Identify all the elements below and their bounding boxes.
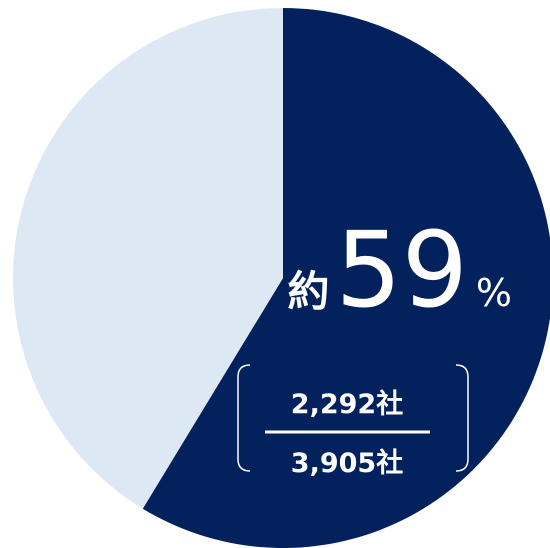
percent-sign: %	[476, 271, 512, 315]
denominator-label: 3,905社	[291, 447, 403, 479]
numerator-label: 2,292社	[291, 388, 403, 420]
fraction-bracket-right	[455, 364, 469, 472]
fraction-group: 2,292社 3,905社	[237, 364, 469, 479]
pie-slices	[13, 7, 550, 548]
percent-prefix: 約	[288, 267, 330, 316]
fraction-bracket-left	[237, 364, 251, 472]
percent-label: 約59%	[288, 209, 512, 331]
pie-slice-0	[142, 8, 550, 548]
percent-value: 59	[336, 209, 468, 331]
pie-slice-1	[13, 7, 284, 509]
